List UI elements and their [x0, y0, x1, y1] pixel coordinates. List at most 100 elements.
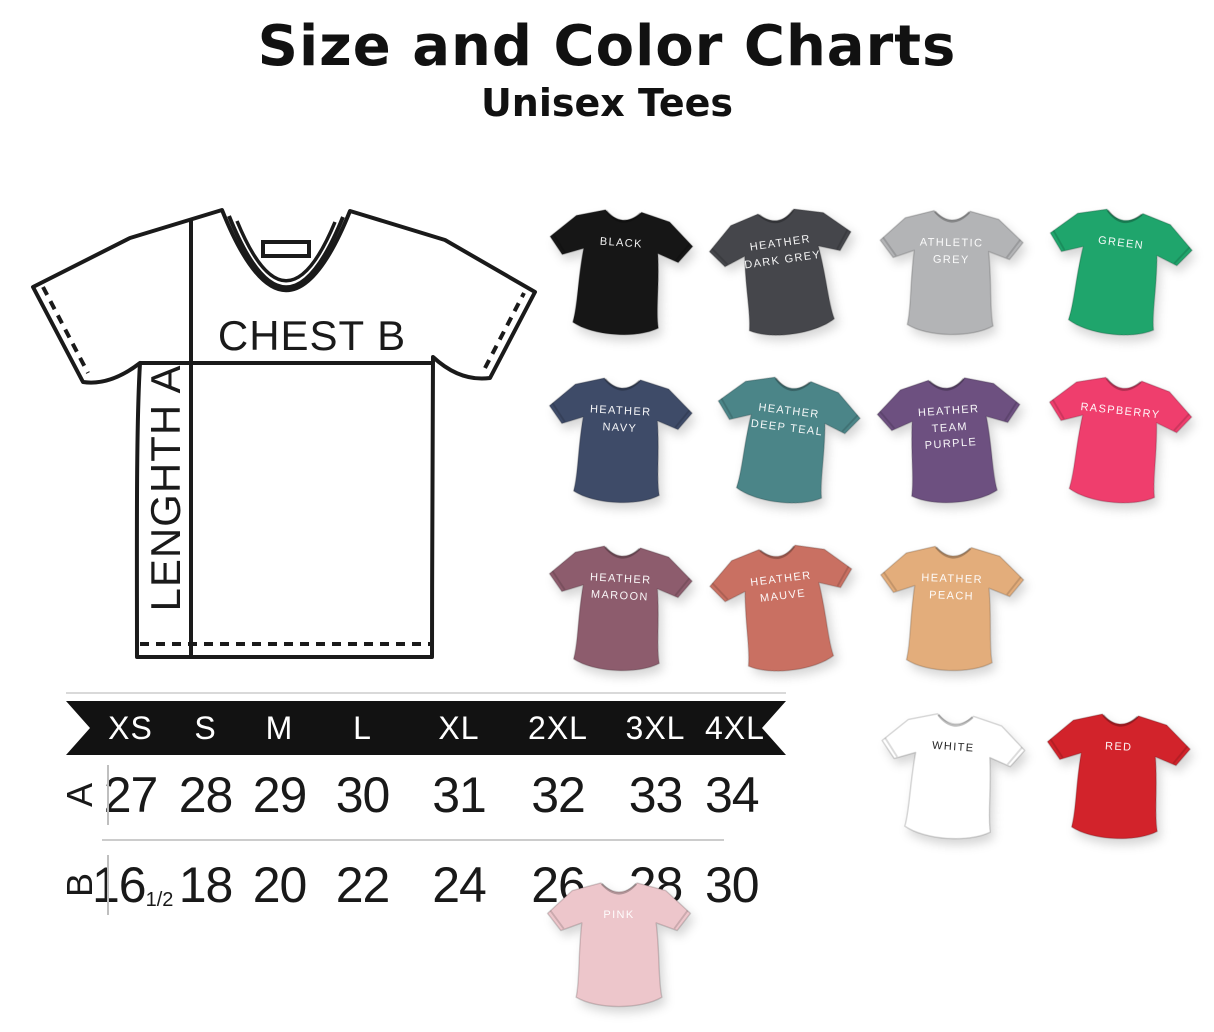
tshirt-right-cuff	[674, 242, 691, 262]
shirt-swatch: ATHLETIC GREY	[868, 192, 1034, 360]
length-value-cell: 31	[432, 767, 487, 823]
chest-value: 20	[252, 857, 308, 913]
shirt-swatch: BLACK	[536, 192, 702, 360]
size-header-cell: L	[353, 710, 372, 746]
chest-value: 24	[432, 857, 487, 913]
tshirt-left-cuff	[551, 570, 566, 591]
right-cuff-dashed-seam	[483, 292, 526, 369]
page-header: Size and Color Charts Unisex Tees	[0, 14, 1214, 125]
tshirt-body	[879, 209, 1024, 336]
shirt-swatch: HEATHER NAVY	[536, 360, 702, 528]
length-value-cell: 28	[178, 767, 234, 823]
tshirt-body	[548, 545, 693, 672]
collar-band-inner	[235, 220, 337, 283]
tshirt-collar	[774, 377, 811, 391]
size-header-cell: XS	[108, 710, 153, 746]
page-subtitle: Unisex Tees	[480, 81, 734, 125]
tshirt-collar	[605, 210, 642, 223]
size-header-row: XS S M L XL 2XL 3XL 4XL	[66, 701, 786, 755]
length-value-cell: 34	[705, 767, 760, 823]
shirt-swatch: HEATHER PEACH	[868, 528, 1034, 696]
left-cuff-dashed-seam	[41, 286, 90, 374]
tshirt-body	[876, 377, 1021, 504]
table-top-rule	[66, 692, 786, 694]
tshirt-collar	[758, 209, 795, 224]
tshirt-collar	[759, 545, 796, 559]
chest-value: 22	[335, 857, 391, 913]
tshirt-icon	[548, 377, 693, 504]
size-header-cell: M	[265, 710, 294, 746]
tshirt-right-cuff	[836, 565, 850, 587]
color-chart-grid: BLACK HEATHER DARK GREY	[536, 192, 1200, 1032]
size-header-cell: 3XL	[625, 710, 686, 746]
tshirt-collar	[937, 714, 974, 727]
tshirt-collar	[604, 546, 641, 559]
tshirt-right-cuff	[1173, 413, 1190, 432]
tshirt-body	[549, 209, 694, 336]
tshirt-left-cuff	[720, 397, 734, 419]
shirt-swatch: HEATHER MAROON	[536, 528, 702, 696]
chest-value-fraction: 1/2	[145, 889, 174, 911]
shirt-swatch: PINK	[536, 864, 702, 1032]
tshirt-left-cuff	[1051, 399, 1065, 420]
chest-value: 16	[92, 857, 147, 913]
size-header-cell: S	[194, 710, 217, 746]
tshirt-right-cuff	[1173, 246, 1191, 265]
shirt-swatch: RED	[1034, 696, 1200, 864]
measurement-diagram: CHEST B LENGHTH A	[31, 208, 537, 659]
row-a-values: 27 28 29 30 31 32 33 34	[66, 766, 786, 824]
tshirt-icon	[717, 376, 861, 504]
tshirt-left-cuff	[552, 233, 567, 254]
tshirt-collar	[935, 546, 972, 559]
tshirt-right-cuff	[836, 228, 849, 250]
tshirt-left-cuff	[1052, 229, 1066, 251]
chest-value-cell: 20	[242, 856, 317, 914]
length-value-cell: 29	[252, 767, 308, 823]
tshirt-left-cuff	[882, 571, 898, 592]
tshirt-right-cuff	[673, 909, 689, 930]
tshirt-body	[880, 545, 1025, 672]
chest-value: 30	[705, 857, 760, 913]
tshirt-left-cuff	[882, 236, 897, 257]
tshirt-icon	[879, 209, 1024, 336]
tshirt-collar	[1102, 714, 1139, 727]
tshirt-icon	[1048, 376, 1193, 504]
tshirt-right-cuff	[674, 409, 691, 429]
length-value-cell: 32	[531, 767, 586, 823]
tshirt-right-cuff	[674, 577, 691, 597]
tshirt-icon	[880, 545, 1025, 672]
length-value-cell: 33	[628, 767, 684, 823]
tshirt-icon	[1046, 713, 1191, 840]
tshirt-left-cuff	[551, 402, 566, 423]
chest-value: 18	[178, 857, 234, 913]
row-separator	[102, 839, 724, 841]
tshirt-right-cuff	[1172, 745, 1189, 765]
tshirt-outline	[31, 208, 537, 659]
length-value-cell: 30	[335, 767, 391, 823]
chest-value-cell: 22	[317, 856, 408, 914]
tshirt-collar	[1106, 209, 1143, 223]
tshirt-icon	[709, 544, 853, 672]
shirt-swatch: HEATHER MAUVE	[702, 528, 868, 696]
tshirt-icon	[876, 377, 1021, 504]
table-row-a: A 27 28 29 30 31 32 33 34	[59, 755, 786, 835]
shirt-swatch: RASPBERRY	[1034, 360, 1200, 528]
length-measure-label: LENGHTH A	[142, 364, 189, 611]
row-a-label: A	[59, 782, 101, 808]
tshirt-icon	[549, 209, 694, 336]
tshirt-left-cuff	[549, 909, 565, 930]
chest-value-cell: 30	[705, 856, 760, 914]
tshirt-left-cuff	[884, 737, 899, 758]
shirt-swatch: WHITE	[868, 696, 1034, 864]
chest-value-cell: 24	[408, 856, 510, 914]
tshirt-icon	[548, 545, 693, 672]
tshirt-icon	[1049, 208, 1193, 336]
tshirt-left-cuff	[711, 247, 729, 266]
tshirt-left-cuff	[711, 582, 729, 601]
tshirt-body	[548, 377, 693, 504]
chest-value-cell: 18	[169, 856, 242, 914]
row-b-divider	[107, 855, 109, 915]
size-header-cell: XL	[438, 710, 480, 746]
tshirt-collar	[928, 378, 965, 391]
tshirt-right-cuff	[1006, 746, 1023, 766]
